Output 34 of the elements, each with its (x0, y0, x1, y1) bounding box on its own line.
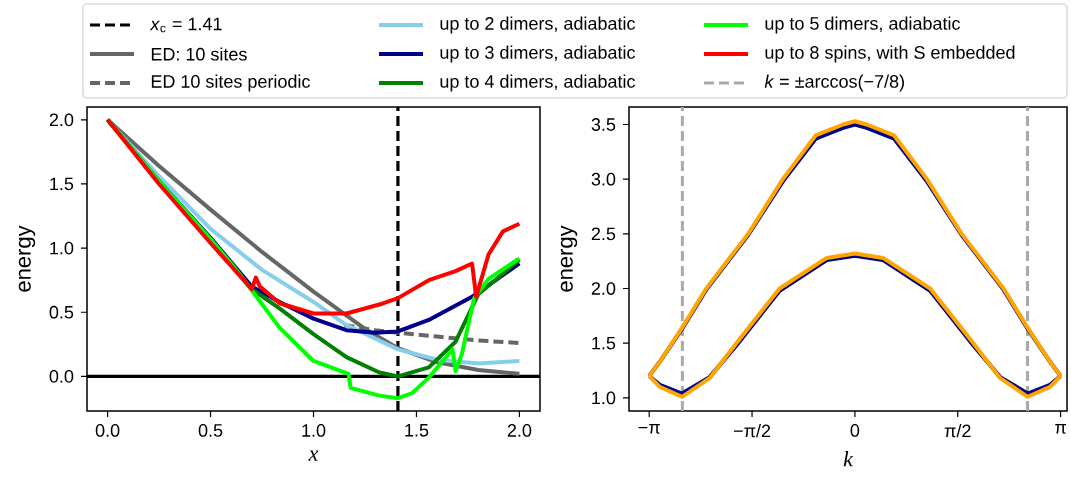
y-tick-label: 0.5 (49, 305, 74, 319)
y-tick-label: 1.0 (592, 391, 616, 405)
legend-label: up to 3 dimers, adiabatic (440, 45, 636, 63)
legend-label: ED: 10 sites (151, 47, 247, 61)
legend-label: up to 2 dimers, adiabatic (440, 16, 636, 34)
y-axis-title: energy (18, 225, 36, 292)
legend-label: up to 5 dimers, adiabatic (765, 16, 961, 34)
x-tick-label: 1.0 (302, 424, 326, 437)
x-tick-label: 0.0 (95, 424, 120, 437)
x-tick-label: 0 (850, 424, 860, 437)
x-tick-label: 2.0 (507, 424, 532, 437)
legend-label: up to 4 dimers, adiabatic (440, 74, 636, 92)
y-tick-label: 1.0 (50, 241, 74, 255)
y-tick-label: 2.0 (49, 113, 74, 127)
x-tick-label: π (1055, 424, 1067, 434)
y-tick-label: 0.0 (49, 369, 74, 383)
legend-label: x$_{c}$ = 1.41 (149, 17, 222, 33)
x-tick-label: −π/2 (733, 424, 771, 438)
y-tick-label: 2.5 (591, 227, 616, 241)
y-tick-label: 1.5 (50, 177, 74, 191)
y-axis-title: energy (560, 225, 578, 292)
x-tick-label: −π (638, 424, 660, 434)
x-axis-title: x (308, 450, 319, 461)
y-tick-label: 1.5 (592, 336, 616, 350)
legend-label: up to 8 spins, with S embedded (765, 45, 1015, 63)
legend-label: ED 10 sites periodic (151, 74, 310, 92)
y-tick-label: 3.0 (591, 172, 616, 186)
x-tick-label: 0.5 (198, 424, 223, 437)
legend-label: k = ±arccos(−7/8) (764, 74, 904, 92)
x-tick-label: 1.5 (405, 424, 429, 437)
x-axis-title: k (843, 451, 854, 467)
x-tick-label: π/2 (944, 424, 971, 438)
y-tick-label: 2.0 (591, 282, 616, 295)
y-tick-label: 3.5 (591, 118, 616, 131)
